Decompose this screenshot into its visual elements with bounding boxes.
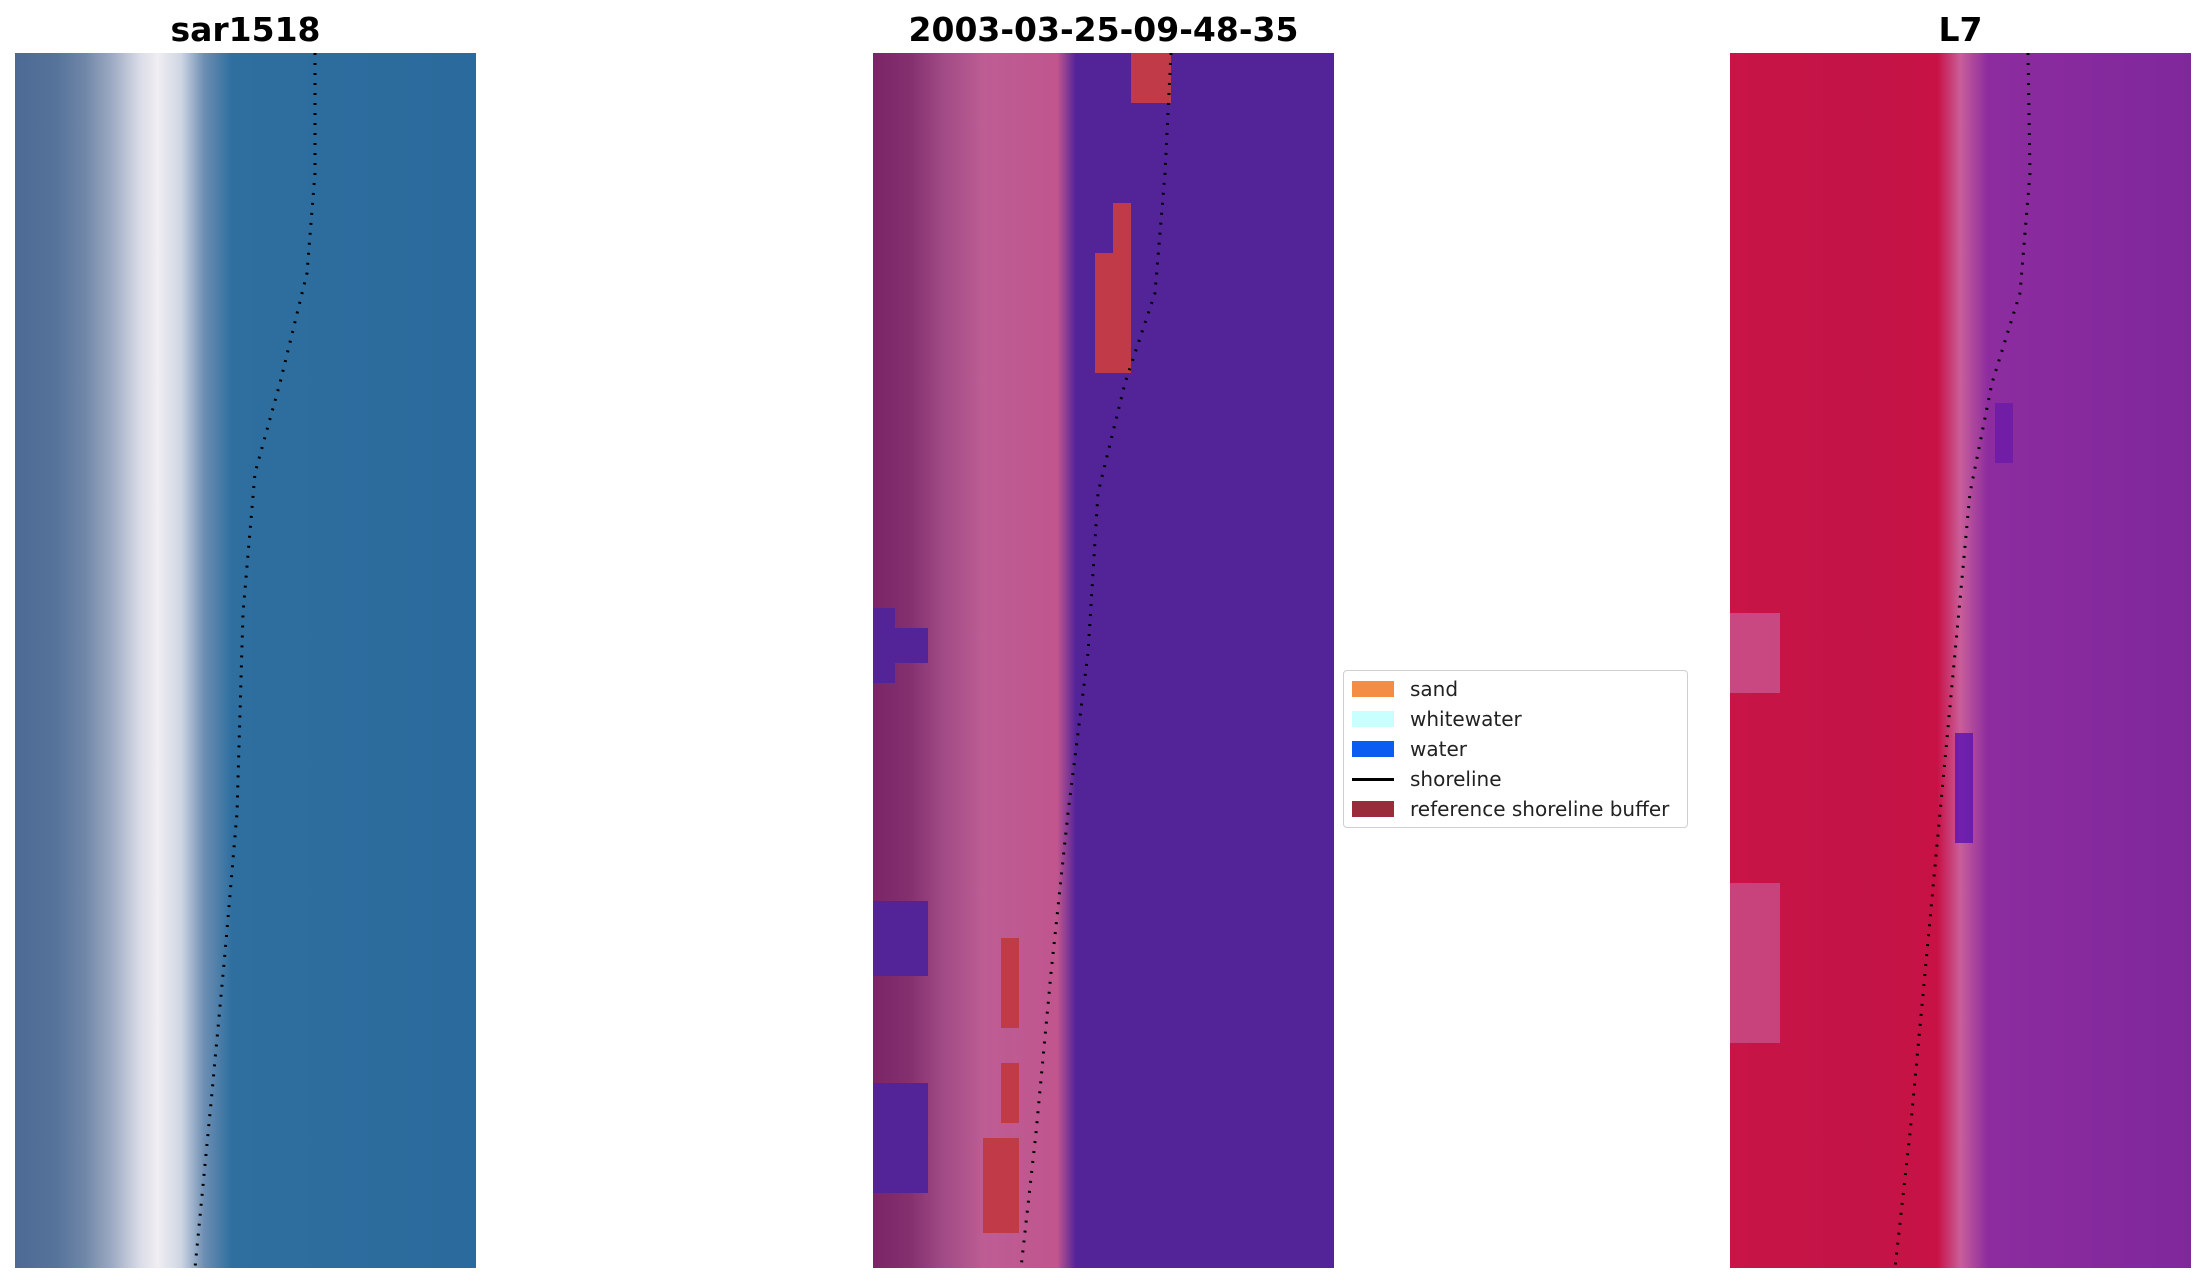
shoreline-line-swatch: [1352, 777, 1394, 781]
legend-item-whitewater: whitewater: [1352, 706, 1522, 732]
legend-item-water: water: [1352, 736, 1467, 762]
legend-label: shoreline: [1410, 767, 1502, 791]
legend-label: whitewater: [1410, 707, 1522, 731]
whitewater-swatch: [1352, 711, 1394, 727]
water-swatch: [1352, 741, 1394, 757]
rgb-shoreline-overlay: [193, 53, 317, 1268]
legend-label: reference shoreline buffer: [1410, 797, 1670, 821]
legend: sand whitewater water shoreline referenc…: [1343, 670, 1688, 828]
legend-item-buffer: reference shoreline buffer: [1352, 796, 1669, 822]
index-image-panel: [1730, 53, 2191, 1268]
panel-title-rgb: sar1518: [170, 10, 321, 49]
buffer-swatch: [1352, 801, 1394, 817]
legend-item-shoreline: shoreline: [1352, 766, 1502, 792]
sand-swatch: [1352, 681, 1394, 697]
panel-title-classified: 2003-03-25-09-48-35: [908, 10, 1299, 49]
panel-title-index: L7: [1938, 10, 1983, 49]
classified-image-panel: [873, 53, 1334, 1268]
legend-label: sand: [1410, 677, 1459, 701]
index-overlay: [1730, 53, 2032, 1268]
rgb-image-panel: [15, 53, 476, 1268]
classified-overlay: [873, 53, 1173, 1268]
legend-label: water: [1410, 737, 1467, 761]
legend-item-sand: sand: [1352, 676, 1458, 702]
